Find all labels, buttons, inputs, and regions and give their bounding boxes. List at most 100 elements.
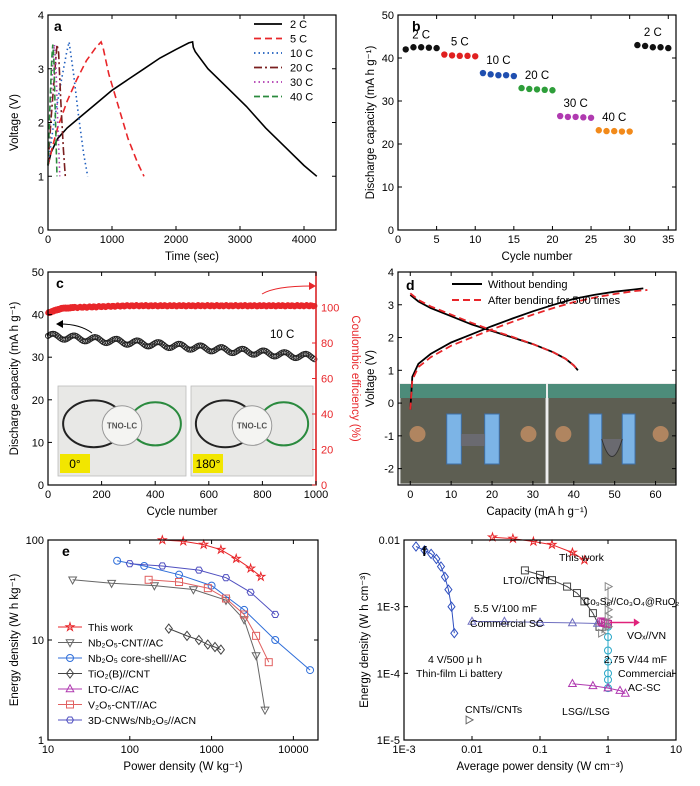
device-disk-180 <box>231 405 273 446</box>
y-tick-label: 2 <box>38 118 44 130</box>
marker-e <box>149 582 160 591</box>
capacity-point <box>200 343 207 350</box>
x-tick-label: 0.01 <box>461 744 482 756</box>
series-line-f <box>472 621 598 624</box>
x-axis-title: Time (sec) <box>165 251 219 263</box>
x-tick-label: 0 <box>407 489 413 501</box>
rate-annotation-c: 10 C <box>270 329 294 341</box>
group-label-b: 10 C <box>486 55 510 67</box>
connector-right-flat <box>520 426 537 442</box>
angle-badge-0 <box>60 454 90 473</box>
y-tick-label: 50 <box>32 267 44 279</box>
data-point-b <box>464 52 471 60</box>
marker-e <box>221 594 230 603</box>
marker-e <box>156 534 168 545</box>
capacity-point <box>98 337 105 344</box>
annotation-f: AC-SC <box>628 682 661 694</box>
marker-e <box>106 579 117 589</box>
annotation-f: CNTs//CNTs <box>465 704 522 716</box>
y2-tick-label: 100 <box>321 303 339 315</box>
annotation-f: Commercial SC <box>470 618 544 630</box>
data-point-b <box>618 128 626 135</box>
y-axis-title: Energy density (W h cm⁻³) <box>359 572 371 708</box>
marker-f <box>440 571 450 583</box>
marker-e <box>198 538 210 550</box>
legend-label: 5 C <box>290 34 307 46</box>
y-tick-label: 100 <box>26 535 44 547</box>
marker-e <box>125 560 134 568</box>
data-point-b <box>665 44 672 52</box>
capacity-point <box>306 352 313 359</box>
clip-right-bent <box>621 413 636 465</box>
charge-curve <box>409 287 644 410</box>
marker-f <box>432 553 441 565</box>
vox-arrowhead <box>633 618 640 627</box>
data-point-b <box>425 44 433 51</box>
marker-f <box>580 597 589 606</box>
x-tick-label: 10 <box>42 744 54 756</box>
x-tick-label: 0 <box>45 489 51 501</box>
group-label-b: 2 C <box>412 29 430 41</box>
y-tick-label: 10 <box>32 437 44 449</box>
legend-label-d: After bending for 500 times <box>488 295 621 307</box>
marker-e <box>255 570 267 582</box>
legend-label: 10 C <box>290 48 313 60</box>
marker-f <box>436 561 446 572</box>
x-tick-label: 0.1 <box>532 744 547 756</box>
x-tick-label: 100 <box>121 744 139 756</box>
marker-f <box>567 678 578 687</box>
marker-f <box>520 566 529 575</box>
y2-tick-label: 20 <box>321 445 333 457</box>
y-tick-label: 3 <box>38 64 44 76</box>
y-tick-label: 50 <box>382 10 394 22</box>
discharge-curve <box>409 292 579 371</box>
x-tick-label: 1E-3 <box>392 744 415 756</box>
panel-letter-c: c <box>56 275 64 291</box>
marker-f <box>536 570 544 579</box>
legend-label-e: 3D-CNWs/Nb₂O₅//ACN <box>88 715 196 727</box>
marker-f <box>426 548 436 560</box>
plot-frame <box>397 271 677 486</box>
marker-f <box>604 581 614 592</box>
marker-e <box>158 562 167 570</box>
annotation-f: This work <box>559 552 605 564</box>
y-tick-label: 10 <box>32 635 44 647</box>
y-tick-label: 2 <box>388 333 394 345</box>
y-tick-label: 1E-4 <box>377 668 400 680</box>
x-axis-title: Cycle number <box>502 251 573 263</box>
series-line-e <box>162 539 262 578</box>
y-tick-label: 40 <box>32 310 44 322</box>
y-tick-label: 3 <box>388 300 394 312</box>
marker-f <box>467 616 477 625</box>
marker-e <box>175 578 184 587</box>
y-tick-label: 0 <box>388 398 394 410</box>
connector-left-flat <box>409 426 426 442</box>
marker-e <box>113 556 122 565</box>
marker-e <box>194 566 203 574</box>
marker-f <box>486 531 499 542</box>
x-tick-label: 30 <box>527 489 539 501</box>
y-tick-label: 4 <box>388 267 394 279</box>
y-tick-label: 30 <box>382 96 394 108</box>
plot-frame <box>397 14 677 231</box>
y-axis-title: Discharge capacity (mA h g⁻¹) <box>365 45 377 199</box>
cell-flat-flat <box>461 434 485 446</box>
clip-left-flat <box>446 413 462 465</box>
x-tick-label: 4000 <box>292 234 316 246</box>
legend-label-e: This work <box>88 622 134 634</box>
marker-e <box>245 562 257 574</box>
x-tick-label: 2000 <box>164 234 188 246</box>
x-tick-label: 15 <box>508 234 520 246</box>
x-tick-label: 1000 <box>199 744 223 756</box>
marker-e <box>230 552 242 564</box>
data-point-b <box>572 113 579 121</box>
annotation-f: Commercial <box>618 668 674 680</box>
data-point-b <box>417 44 425 51</box>
angle-badge-180 <box>193 454 223 473</box>
panel-letter-b: b <box>412 18 421 34</box>
panel-f: This work LTO//CNT 5.5 V/100 mF Commercial … <box>359 531 682 773</box>
marker-e <box>203 639 212 650</box>
arrowhead-right <box>309 282 316 290</box>
